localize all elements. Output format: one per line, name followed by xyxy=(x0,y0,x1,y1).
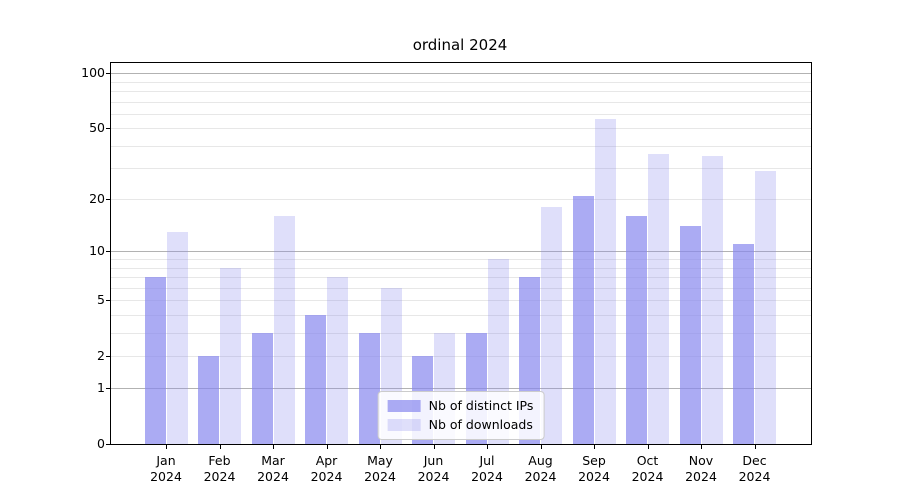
y-gridline-minor xyxy=(111,145,811,147)
bar-distinct-ips-dec xyxy=(733,244,754,444)
y-gridline-minor xyxy=(111,332,811,334)
x-tick-mark xyxy=(433,445,435,449)
bar-downloads-apr xyxy=(327,276,348,444)
x-tick-mark xyxy=(166,445,167,449)
bar-distinct-ips-may xyxy=(358,332,380,444)
chart-title: ordinal 2024 xyxy=(412,36,508,54)
y-tick-label: 5 xyxy=(97,292,105,307)
y-tick-label: 1 xyxy=(97,380,105,396)
y-tick-mark xyxy=(106,388,110,390)
x-tick-mark xyxy=(326,445,328,449)
y-tick-label: 0 xyxy=(97,436,105,451)
legend-swatch-downloads xyxy=(387,419,421,431)
x-tick-label: Jul 2024 xyxy=(471,453,503,484)
y-gridline-minor xyxy=(111,113,811,115)
x-tick-mark xyxy=(380,445,381,449)
y-tick-label: 100 xyxy=(81,65,105,81)
y-tick-mark xyxy=(106,300,110,301)
x-tick-mark xyxy=(540,445,542,449)
y-gridline-minor xyxy=(111,199,811,201)
bar-distinct-ips-mar xyxy=(251,332,273,444)
x-tick-mark xyxy=(754,445,756,449)
x-tick-label: Sep 2024 xyxy=(578,453,610,484)
y-gridline-minor xyxy=(111,314,811,316)
y-gridline-major xyxy=(111,73,811,75)
y-gridline-major xyxy=(111,388,811,390)
y-gridline-minor xyxy=(111,355,811,357)
legend-label-distinct-ips: Nb of distinct IPs xyxy=(428,398,534,413)
x-tick-label: Jan 2024 xyxy=(150,453,182,484)
x-tick-label: Mar 2024 xyxy=(257,453,289,484)
plot-area: Nb of distinct IPs Nb of downloads 0 1 2 5 1… xyxy=(81,62,812,484)
y-gridline-minor xyxy=(111,81,811,83)
bar-downloads-sep xyxy=(594,119,616,444)
x-tick-label: Dec 2024 xyxy=(738,453,771,484)
y-tick-mark xyxy=(106,73,110,75)
bar-distinct-ips-jan xyxy=(144,276,166,444)
y-gridline-minor xyxy=(111,276,811,278)
y-tick-mark xyxy=(106,355,110,357)
bar-downloads-mar xyxy=(273,216,295,444)
y-gridline-minor xyxy=(111,168,811,170)
y-tick-label: 20 xyxy=(89,191,105,207)
y-tick-mark xyxy=(106,251,110,253)
x-tick-mark xyxy=(219,445,221,449)
y-gridline-minor xyxy=(111,267,811,269)
y-gridline-minor xyxy=(111,90,811,92)
legend-entry-distinct-ips: Nb of distinct IPs xyxy=(387,398,534,413)
x-tick-mark xyxy=(487,445,488,449)
y-tick-label: 50 xyxy=(89,120,105,136)
x-tick-label: Apr 2024 xyxy=(310,453,343,484)
y-gridline-minor xyxy=(111,101,811,103)
x-tick-mark xyxy=(594,445,595,449)
bar-downloads-aug xyxy=(541,207,562,444)
y-tick-mark xyxy=(106,128,110,130)
legend-entry-downloads: Nb of downloads xyxy=(387,417,534,432)
bar-distinct-ips-feb xyxy=(198,355,219,444)
legend: Nb of distinct IPs Nb of downloads xyxy=(377,391,545,440)
x-tick-mark xyxy=(273,445,274,449)
x-tick-label: Nov 2024 xyxy=(685,453,717,484)
x-tick-mark xyxy=(701,445,702,449)
x-tick-mark xyxy=(647,445,649,449)
bar-distinct-ips-nov xyxy=(679,226,701,444)
x-tick-label: Oct 2024 xyxy=(631,453,664,484)
bar-distinct-ips-sep xyxy=(572,195,594,444)
bar-downloads-dec xyxy=(755,170,776,444)
bar-distinct-ips-apr xyxy=(305,314,326,444)
bar-downloads-jan xyxy=(166,232,188,444)
y-tick-label: 10 xyxy=(89,243,105,259)
y-tick-label: 2 xyxy=(97,347,105,363)
y-gridline-minor xyxy=(111,128,811,130)
legend-label-downloads: Nb of downloads xyxy=(428,417,533,432)
y-gridline-minor xyxy=(111,300,811,301)
y-gridline-major xyxy=(111,251,811,253)
bar-downloads-oct xyxy=(648,153,669,444)
legend-swatch-distinct-ips xyxy=(387,400,421,412)
y-tick-mark xyxy=(106,199,110,201)
y-gridline-minor xyxy=(111,287,811,289)
y-tick-mark xyxy=(106,444,110,445)
bar-downloads-feb xyxy=(220,267,241,444)
y-gridline-minor xyxy=(111,259,811,260)
x-tick-label: Aug 2024 xyxy=(524,453,557,484)
x-tick-label: Feb 2024 xyxy=(203,453,236,484)
x-tick-label: Jun 2024 xyxy=(417,453,450,484)
x-tick-label: May 2024 xyxy=(364,453,396,484)
bar-downloads-nov xyxy=(701,156,723,444)
bar-distinct-ips-oct xyxy=(626,216,647,444)
